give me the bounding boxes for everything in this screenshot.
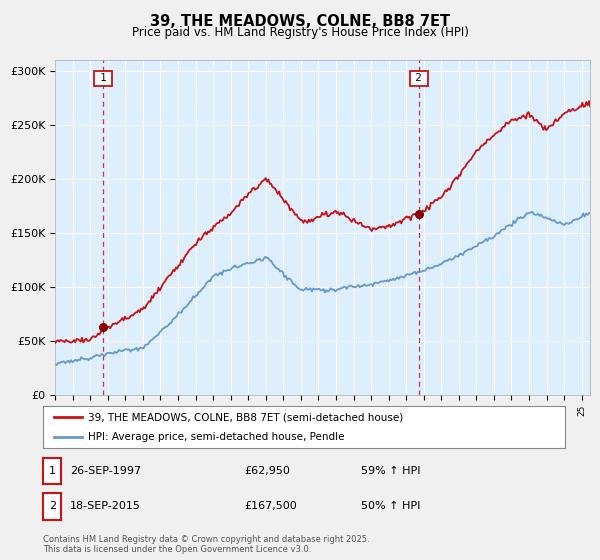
Text: 1: 1 <box>49 466 56 476</box>
Text: 50% ↑ HPI: 50% ↑ HPI <box>361 501 421 511</box>
Text: HPI: Average price, semi-detached house, Pendle: HPI: Average price, semi-detached house,… <box>88 432 344 442</box>
Text: 39, THE MEADOWS, COLNE, BB8 7ET: 39, THE MEADOWS, COLNE, BB8 7ET <box>150 14 450 29</box>
Text: 39, THE MEADOWS, COLNE, BB8 7ET (semi-detached house): 39, THE MEADOWS, COLNE, BB8 7ET (semi-de… <box>88 412 403 422</box>
Text: 26-SEP-1997: 26-SEP-1997 <box>70 466 142 476</box>
Text: £167,500: £167,500 <box>244 501 297 511</box>
Text: 59% ↑ HPI: 59% ↑ HPI <box>361 466 421 476</box>
Text: 2: 2 <box>412 73 425 83</box>
Text: Contains HM Land Registry data © Crown copyright and database right 2025.
This d: Contains HM Land Registry data © Crown c… <box>43 535 370 554</box>
Text: 18-SEP-2015: 18-SEP-2015 <box>70 501 141 511</box>
Text: £62,950: £62,950 <box>244 466 290 476</box>
Text: Price paid vs. HM Land Registry's House Price Index (HPI): Price paid vs. HM Land Registry's House … <box>131 26 469 39</box>
Text: 2: 2 <box>49 501 56 511</box>
Text: 1: 1 <box>97 73 110 83</box>
